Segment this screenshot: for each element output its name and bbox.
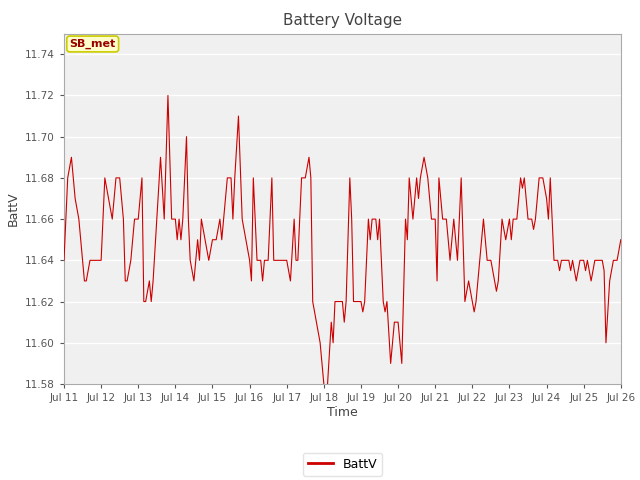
- Text: SB_met: SB_met: [70, 39, 116, 49]
- X-axis label: Time: Time: [327, 406, 358, 419]
- Y-axis label: BattV: BattV: [6, 192, 20, 226]
- Legend: BattV: BattV: [303, 453, 382, 476]
- Title: Battery Voltage: Battery Voltage: [283, 13, 402, 28]
